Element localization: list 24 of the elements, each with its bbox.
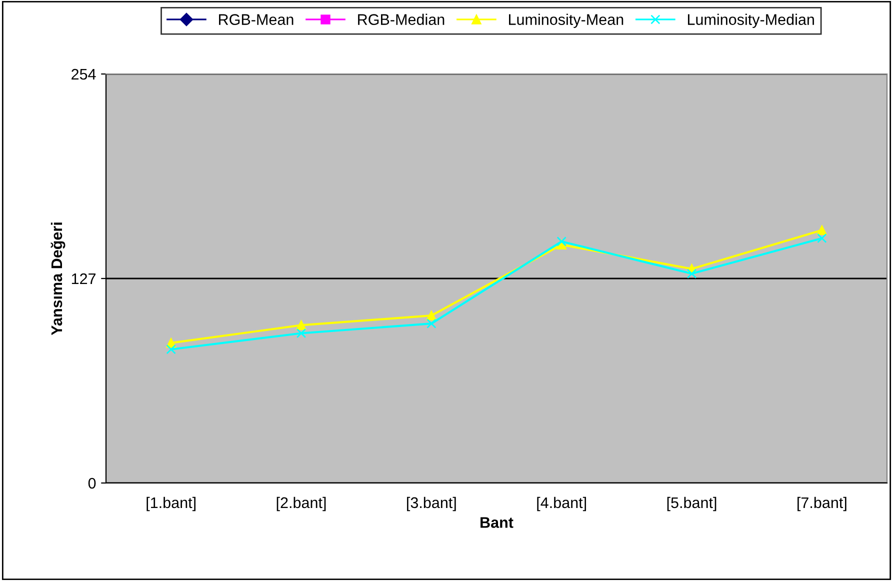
point xyxy=(686,268,697,279)
y-tick-label: 254 xyxy=(72,68,96,80)
point xyxy=(296,328,306,338)
y-tick-label: 127 xyxy=(72,273,96,284)
point xyxy=(817,233,827,244)
x-tick-label: [7.bant] xyxy=(798,496,846,512)
legend-label: Luminosity-Mean xyxy=(509,14,624,28)
x-tick-label: [1.bant] xyxy=(146,496,196,512)
legend-label: RGB-Median xyxy=(358,14,444,25)
x-tick-label: [5.bant] xyxy=(667,496,716,512)
y-axis-title: Yansıma Değeri xyxy=(50,222,66,336)
point xyxy=(426,318,436,328)
legend-label: Luminosity-Median xyxy=(688,14,814,28)
point xyxy=(166,344,176,354)
legend-label: RGB-Mean xyxy=(219,14,294,25)
point xyxy=(556,236,566,246)
x-tick-label: [3.bant] xyxy=(407,496,456,512)
x-axis-title: Bant xyxy=(480,517,514,528)
point xyxy=(817,225,827,236)
y-tick-label: 0 xyxy=(88,478,96,489)
point xyxy=(426,310,436,320)
x-tick-label: [2.bant] xyxy=(276,496,326,512)
x-tick-label: [4.bant] xyxy=(537,496,586,512)
point xyxy=(296,320,306,330)
